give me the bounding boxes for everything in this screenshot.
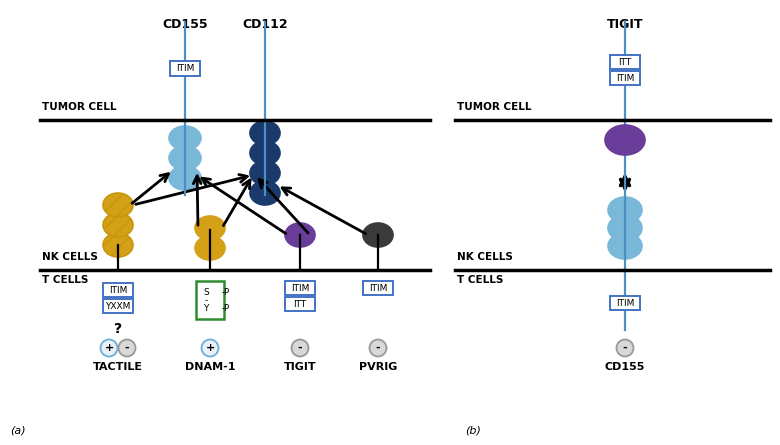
Text: TACTILE: TACTILE	[93, 362, 143, 372]
Text: Y: Y	[204, 304, 209, 313]
Text: ITT: ITT	[619, 57, 632, 66]
Text: ITT: ITT	[293, 299, 307, 308]
Circle shape	[370, 340, 387, 356]
Bar	[285, 281, 315, 295]
Ellipse shape	[169, 146, 201, 170]
Circle shape	[119, 340, 136, 356]
Text: ITIM: ITIM	[291, 283, 309, 292]
Ellipse shape	[103, 213, 133, 237]
Ellipse shape	[103, 233, 133, 257]
Text: ITIM: ITIM	[616, 73, 634, 82]
Text: S: S	[203, 288, 209, 297]
Text: ITIM: ITIM	[369, 283, 387, 292]
Text: -: -	[298, 343, 303, 353]
Text: TUMOR CELL: TUMOR CELL	[42, 102, 116, 112]
Ellipse shape	[250, 121, 280, 145]
Ellipse shape	[608, 215, 642, 241]
Text: +: +	[105, 343, 114, 353]
Text: -: -	[204, 296, 207, 305]
Bar	[285, 297, 315, 311]
Ellipse shape	[363, 223, 393, 247]
Ellipse shape	[605, 125, 645, 155]
Text: ITIM: ITIM	[176, 64, 194, 73]
Text: -: -	[376, 343, 381, 353]
Text: CD155: CD155	[604, 362, 645, 372]
Ellipse shape	[195, 236, 225, 260]
Text: ITIM: ITIM	[616, 299, 634, 307]
Bar	[170, 61, 200, 76]
Circle shape	[201, 340, 218, 356]
Ellipse shape	[285, 223, 315, 247]
Bar	[103, 283, 133, 297]
Text: ?: ?	[114, 322, 122, 336]
Text: NK CELLS: NK CELLS	[42, 252, 98, 262]
Text: -P: -P	[222, 288, 230, 297]
Circle shape	[292, 340, 309, 356]
Text: -: -	[622, 343, 627, 353]
Ellipse shape	[169, 166, 201, 190]
Text: (a): (a)	[10, 425, 26, 435]
Text: T CELLS: T CELLS	[457, 275, 503, 285]
Bar	[610, 71, 640, 85]
Ellipse shape	[250, 181, 280, 205]
Text: DNAM-1: DNAM-1	[185, 362, 236, 372]
Text: (b): (b)	[465, 425, 481, 435]
Text: T CELLS: T CELLS	[42, 275, 88, 285]
Text: -P: -P	[222, 304, 230, 313]
Ellipse shape	[195, 216, 225, 240]
Ellipse shape	[250, 161, 280, 185]
Circle shape	[101, 340, 118, 356]
Text: NK CELLS: NK CELLS	[457, 252, 513, 262]
Circle shape	[616, 340, 633, 356]
Text: ITIM: ITIM	[109, 286, 127, 295]
Bar	[196, 281, 224, 319]
Text: YXXM: YXXM	[105, 302, 131, 311]
Text: CD155: CD155	[162, 18, 207, 31]
Bar	[610, 296, 640, 310]
Ellipse shape	[250, 141, 280, 165]
Text: +: +	[205, 343, 215, 353]
Bar	[610, 55, 640, 69]
Bar	[103, 299, 133, 313]
Text: TUMOR CELL: TUMOR CELL	[457, 102, 531, 112]
Ellipse shape	[608, 197, 642, 223]
Bar	[363, 281, 393, 295]
Text: TIGIT: TIGIT	[284, 362, 317, 372]
Text: PVRIG: PVRIG	[359, 362, 397, 372]
Ellipse shape	[608, 233, 642, 259]
Ellipse shape	[103, 193, 133, 217]
Text: TIGIT: TIGIT	[607, 18, 644, 31]
Text: CD112: CD112	[242, 18, 288, 31]
Text: -: -	[125, 343, 129, 353]
Ellipse shape	[169, 126, 201, 150]
